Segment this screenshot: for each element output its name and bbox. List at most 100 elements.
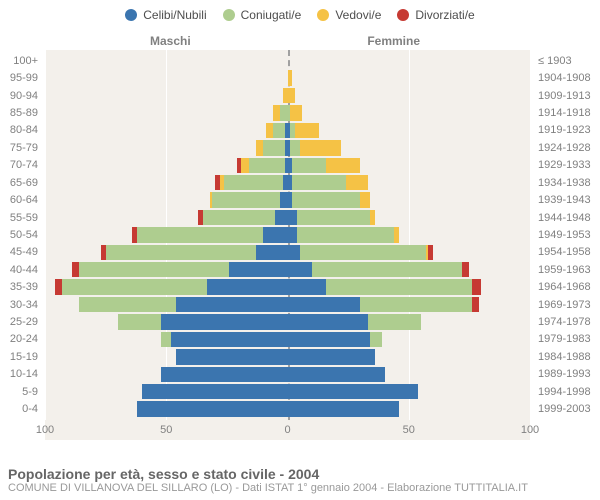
bar-segment [176, 349, 288, 364]
female-bar [288, 88, 531, 103]
legend-swatch [125, 9, 137, 21]
age-label: 65-69 [0, 174, 42, 191]
birth-year-label: 1969-1973 [534, 296, 600, 313]
age-label: 25-29 [0, 313, 42, 330]
bar-segment [161, 367, 287, 382]
legend-item: Divorziati/e [397, 8, 474, 22]
female-bar [288, 314, 531, 329]
pyramid-row [45, 383, 530, 400]
female-bar [288, 123, 531, 138]
birth-year-label: 1939-1943 [534, 191, 600, 208]
male-bar [45, 70, 288, 85]
pyramid-row [45, 209, 530, 226]
birth-year-label: ≤ 1903 [534, 52, 600, 69]
bar-segment [290, 105, 302, 120]
legend-item: Coniugati/e [223, 8, 302, 22]
pyramid-row [45, 139, 530, 156]
age-label: 40-44 [0, 261, 42, 278]
pyramid-row [45, 331, 530, 348]
bar-segment [79, 297, 176, 312]
bar-segment [203, 210, 276, 225]
birth-year-label: 1954-1958 [534, 244, 600, 261]
age-label: 80-84 [0, 122, 42, 139]
female-bar [288, 332, 531, 347]
bar-segment [142, 384, 288, 399]
birth-year-label: 1949-1953 [534, 226, 600, 243]
bar-segment [288, 314, 368, 329]
age-label: 45-49 [0, 244, 42, 261]
birth-year-label: 1984-1988 [534, 348, 600, 365]
male-bar [45, 210, 288, 225]
bar-segment [137, 227, 263, 242]
legend-swatch [397, 9, 409, 21]
x-tick-label: 100 [36, 424, 54, 436]
male-bar [45, 367, 288, 382]
chart-subtitle: COMUNE DI VILLANOVA DEL SILLARO (LO) - D… [8, 482, 592, 494]
bar-segment [256, 140, 263, 155]
bar-segment [273, 123, 285, 138]
bar-segment [360, 192, 370, 207]
population-pyramid-chart: Celibi/Nubili Coniugati/e Vedovi/e Divorzia… [0, 0, 600, 500]
female-bar [288, 245, 531, 260]
bar-segment [263, 227, 287, 242]
birth-year-label: 1934-1938 [534, 174, 600, 191]
bar-segment [297, 227, 394, 242]
age-label: 75-79 [0, 139, 42, 156]
pyramid-row [45, 191, 530, 208]
bar-segment [370, 332, 382, 347]
male-bar [45, 140, 288, 155]
female-bar [288, 349, 531, 364]
bar-segment [368, 314, 421, 329]
male-bar [45, 297, 288, 312]
age-label: 10-14 [0, 366, 42, 383]
column-label-female: Femmine [367, 34, 420, 48]
female-bar [288, 175, 531, 190]
birth-year-label: 1914-1918 [534, 104, 600, 121]
bar-segment [176, 297, 288, 312]
bar-segment [256, 245, 288, 260]
birth-year-label: 1994-1998 [534, 383, 600, 400]
female-bar [288, 105, 531, 120]
legend-swatch [317, 9, 329, 21]
bar-segment [326, 158, 360, 173]
bar-segment [428, 245, 433, 260]
birth-year-label: 1919-1923 [534, 122, 600, 139]
birth-year-label: 1944-1948 [534, 209, 600, 226]
bar-rows [45, 52, 530, 418]
age-label: 30-34 [0, 296, 42, 313]
bar-segment [292, 192, 360, 207]
bar-segment [118, 314, 162, 329]
female-bar [288, 227, 531, 242]
male-bar [45, 314, 288, 329]
bar-segment [241, 158, 248, 173]
gridline [530, 50, 531, 420]
bar-segment [266, 123, 273, 138]
male-bar [45, 401, 288, 416]
male-bar [45, 158, 288, 173]
birth-year-label: 1964-1968 [534, 278, 600, 295]
bar-segment [288, 88, 295, 103]
age-label: 55-59 [0, 209, 42, 226]
bar-segment [229, 262, 287, 277]
legend-label: Celibi/Nubili [143, 8, 206, 22]
pyramid-row [45, 244, 530, 261]
male-bar [45, 384, 288, 399]
birth-year-label: 1904-1908 [534, 69, 600, 86]
bar-segment [472, 279, 482, 294]
bar-segment [249, 158, 285, 173]
bar-segment [72, 262, 79, 277]
female-bar [288, 70, 531, 85]
age-label: 5-9 [0, 383, 42, 400]
bar-segment [300, 245, 426, 260]
female-bar [288, 158, 531, 173]
bar-segment [292, 158, 326, 173]
bar-segment [297, 210, 370, 225]
bar-segment [137, 401, 287, 416]
male-bar [45, 279, 288, 294]
male-bar [45, 88, 288, 103]
age-label: 85-89 [0, 104, 42, 121]
pyramid-row [45, 104, 530, 121]
male-bar [45, 245, 288, 260]
legend-label: Vedovi/e [335, 8, 381, 22]
birth-year-label: 1974-1978 [534, 313, 600, 330]
